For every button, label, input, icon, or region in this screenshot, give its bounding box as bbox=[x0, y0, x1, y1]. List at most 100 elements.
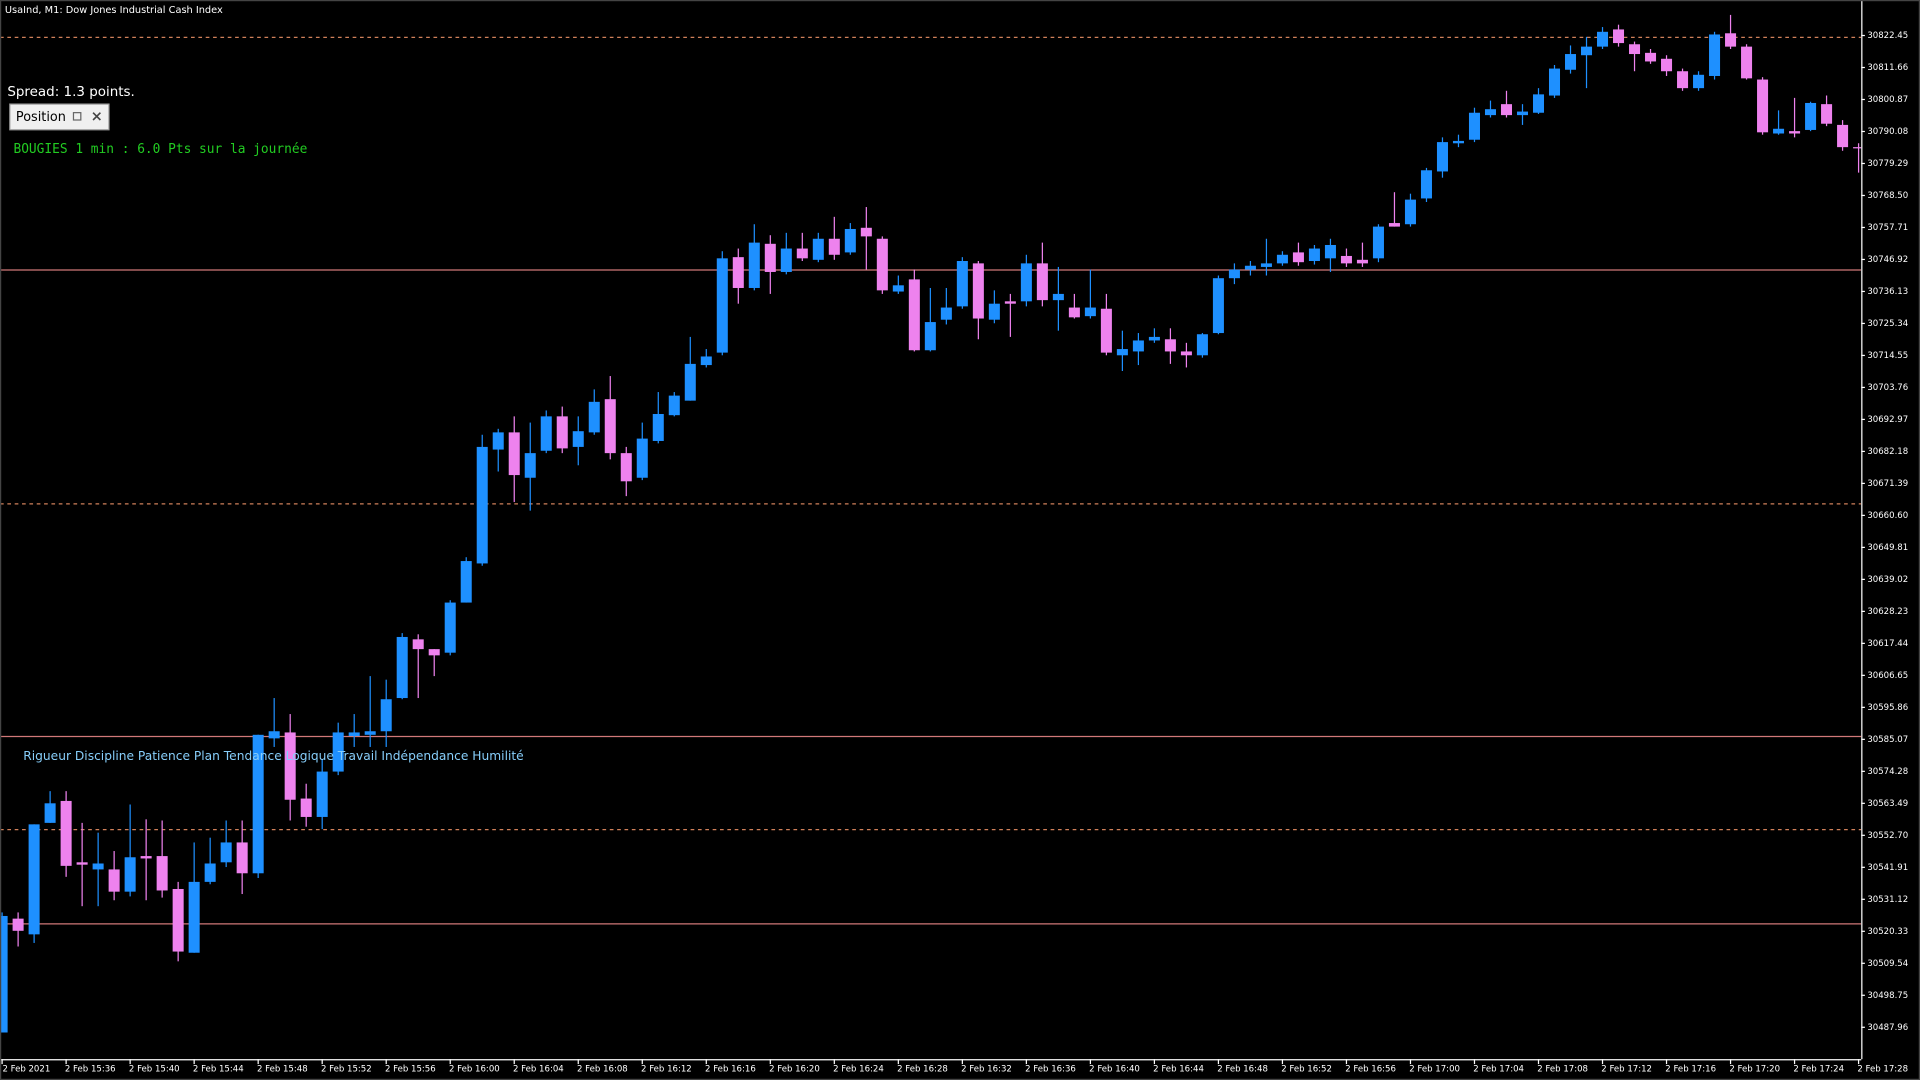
candle-body bbox=[1228, 269, 1240, 279]
y-tick-label: 30606.65 bbox=[1867, 671, 1908, 681]
button-box[interactable] bbox=[9, 103, 110, 131]
candle-body bbox=[1308, 248, 1320, 261]
x-tick-label: 2 Feb 15:36 bbox=[65, 1064, 116, 1074]
candle-body bbox=[732, 257, 744, 288]
y-tick-label: 30768.50 bbox=[1867, 191, 1908, 201]
candle-body bbox=[604, 399, 616, 454]
candle-body bbox=[140, 856, 152, 859]
y-tick-label: 30574.28 bbox=[1867, 767, 1908, 777]
candle-body bbox=[748, 242, 760, 288]
y-tick-label: 30703.76 bbox=[1867, 383, 1908, 393]
candle-body bbox=[1709, 34, 1721, 76]
candle-body bbox=[316, 771, 328, 817]
candle-body bbox=[812, 238, 824, 260]
candle-body bbox=[428, 649, 440, 656]
candle-body bbox=[908, 279, 920, 351]
candle-body bbox=[492, 432, 504, 450]
candle-body bbox=[1276, 254, 1288, 264]
candle-body bbox=[988, 303, 1000, 320]
candle-body bbox=[236, 842, 248, 874]
y-tick-label: 30746.92 bbox=[1867, 255, 1908, 265]
x-tick-label: 2 Feb 17:24 bbox=[1793, 1064, 1844, 1074]
candle-body bbox=[1725, 33, 1737, 47]
candle-body bbox=[1020, 263, 1032, 302]
y-tick-label: 30617.44 bbox=[1867, 639, 1908, 649]
candle-body bbox=[348, 732, 360, 736]
y-tick-label: 30520.33 bbox=[1867, 927, 1908, 937]
candle-body bbox=[1148, 336, 1160, 341]
y-tick-label: 30541.91 bbox=[1867, 863, 1908, 873]
y-tick-label: 30487.96 bbox=[1867, 1023, 1908, 1033]
candle-body bbox=[172, 888, 184, 952]
candle-body bbox=[1853, 147, 1862, 149]
candle-body bbox=[1757, 79, 1769, 133]
candle-body bbox=[1548, 68, 1561, 96]
x-tick-label: 2 Feb 15:56 bbox=[385, 1064, 436, 1074]
candle-body bbox=[1581, 46, 1593, 56]
candle-body bbox=[1629, 44, 1641, 55]
y-tick-label: 30682.18 bbox=[1867, 447, 1908, 457]
x-tick-label: 2 Feb 17:16 bbox=[1665, 1064, 1716, 1074]
candle-body bbox=[1180, 351, 1192, 356]
x-tick-label: 2 Feb 15:48 bbox=[257, 1064, 308, 1074]
y-tick-label: 30628.23 bbox=[1867, 607, 1908, 617]
candle-body bbox=[652, 413, 664, 441]
y-tick-label: 30585.07 bbox=[1867, 735, 1908, 745]
y-tick-label: 30531.12 bbox=[1867, 895, 1908, 905]
restore-icon[interactable] bbox=[72, 112, 82, 121]
candle-body bbox=[700, 356, 712, 366]
candle-body bbox=[12, 918, 24, 931]
y-tick-label: 30509.54 bbox=[1867, 959, 1908, 969]
y-tick-label: 30757.71 bbox=[1867, 223, 1908, 233]
candle-body bbox=[412, 639, 424, 650]
candle-body bbox=[204, 863, 216, 882]
candle-body bbox=[1837, 124, 1849, 148]
button-label[interactable]: Position bbox=[16, 110, 66, 125]
x-tick-label: 2 Feb 2021 bbox=[2, 1064, 50, 1074]
candle-body bbox=[572, 431, 584, 447]
candle-body bbox=[780, 248, 792, 272]
y-tick-label: 30790.08 bbox=[1867, 127, 1908, 137]
x-tick-label: 2 Feb 17:00 bbox=[1409, 1064, 1460, 1074]
candles bbox=[0, 14, 1862, 1033]
y-tick-label: 30822.45 bbox=[1867, 31, 1908, 41]
candle-body bbox=[956, 260, 968, 307]
x-tick-label: 2 Feb 17:08 bbox=[1537, 1064, 1588, 1074]
candle-body bbox=[1260, 263, 1272, 267]
candle-body bbox=[268, 731, 280, 739]
candle-body bbox=[972, 263, 984, 319]
candle-body bbox=[1372, 226, 1384, 259]
candle-body bbox=[508, 432, 520, 476]
candle-body bbox=[1292, 252, 1304, 263]
chart-title: UsaInd, M1: Dow Jones Industrial Cash In… bbox=[5, 5, 223, 16]
x-tick-label: 2 Feb 17:20 bbox=[1729, 1064, 1780, 1074]
candle-body bbox=[716, 258, 728, 353]
candle-body bbox=[1564, 54, 1577, 70]
x-tick-label: 2 Feb 16:24 bbox=[833, 1064, 884, 1074]
candle-body bbox=[332, 732, 344, 772]
close-icon[interactable] bbox=[92, 112, 101, 121]
candle-body bbox=[444, 602, 456, 653]
candle-body bbox=[476, 446, 488, 564]
candle-body bbox=[636, 438, 648, 478]
candle-body bbox=[1661, 58, 1673, 72]
candle-body bbox=[1805, 102, 1817, 130]
y-tick-label: 30736.13 bbox=[1867, 287, 1908, 297]
candle-body bbox=[1789, 131, 1801, 134]
y-tick-label: 30725.34 bbox=[1867, 319, 1908, 329]
candle-body bbox=[764, 243, 776, 272]
position-button[interactable]: Position bbox=[9, 103, 110, 131]
candle-body bbox=[44, 803, 56, 823]
candle-body bbox=[380, 699, 392, 732]
x-tick-label: 2 Feb 15:40 bbox=[129, 1064, 180, 1074]
candle-body bbox=[1821, 104, 1833, 124]
candle-body bbox=[844, 228, 856, 253]
candle-body bbox=[76, 862, 88, 865]
x-tick-label: 2 Feb 16:52 bbox=[1281, 1064, 1332, 1074]
candle-body bbox=[1420, 170, 1432, 199]
candle-body bbox=[1500, 104, 1512, 116]
x-tick-label: 2 Feb 16:00 bbox=[449, 1064, 500, 1074]
